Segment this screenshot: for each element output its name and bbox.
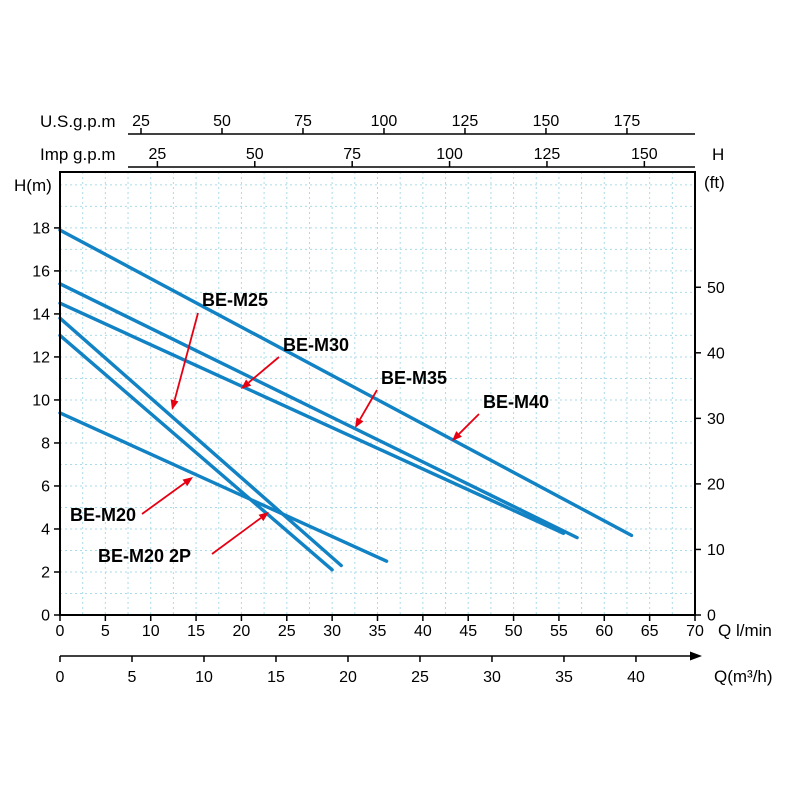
axis-imp-gpm: Imp g.p.m 25 50 75 100 125 150 xyxy=(40,145,695,168)
tick-label-us-gpm: 100 xyxy=(371,113,398,130)
curve-label-be-m30: BE-M30 xyxy=(283,335,349,355)
annotation-arrow-head-be-m20-2p xyxy=(258,512,269,522)
tick-label-h-m: 8 xyxy=(41,435,50,452)
axis-label-q-lmin: Q l/min xyxy=(718,621,772,640)
tick-label-q-lmin: 10 xyxy=(142,623,160,640)
axis-q-m3h: 0 5 10 15 20 25 30 35 40 Q(m³/h) xyxy=(56,651,773,686)
tick-label-h-ft: 30 xyxy=(707,411,725,428)
tick-label-q-m3h: 10 xyxy=(195,669,213,686)
axis-label-h-ft-top: H xyxy=(712,145,724,164)
tick-label-q-m3h: 40 xyxy=(627,669,645,686)
curve-be-m25 xyxy=(58,316,343,568)
tick-label-q-m3h: 20 xyxy=(339,669,357,686)
annotation-arrow-line-be-m35 xyxy=(359,389,378,420)
axis-label-us-gpm: U.S.g.p.m xyxy=(40,112,116,131)
curve-be-m40 xyxy=(58,228,634,538)
tick-label-us-gpm: 25 xyxy=(132,113,150,130)
axis-label-q-m3h: Q(m³/h) xyxy=(714,667,773,686)
tick-label-q-lmin: 70 xyxy=(686,623,704,640)
annotation-arrow-head-be-m20 xyxy=(182,477,193,487)
axis-label-imp-gpm: Imp g.p.m xyxy=(40,145,116,164)
tick-label-q-lmin: 45 xyxy=(459,623,477,640)
tick-label-imp-gpm: 100 xyxy=(436,146,463,163)
tick-label-q-m3h: 35 xyxy=(555,669,573,686)
curve-be-m20-2p xyxy=(58,333,334,572)
curve-label-be-m20-2p: BE-M20 2P xyxy=(98,546,191,566)
tick-label-h-m: 10 xyxy=(32,392,50,409)
tick-label-h-ft: 0 xyxy=(707,608,716,625)
curve-label-be-m35: BE-M35 xyxy=(381,368,447,388)
tick-label-q-lmin: 5 xyxy=(101,623,110,640)
tick-label-q-lmin: 40 xyxy=(414,623,432,640)
tick-label-h-ft: 40 xyxy=(707,345,725,362)
curve-label-be-m25: BE-M25 xyxy=(202,290,268,310)
tick-label-q-m3h: 30 xyxy=(483,669,501,686)
tick-label-h-m: 14 xyxy=(32,306,50,323)
annotation-arrow-head-be-m25 xyxy=(170,399,179,410)
tick-label-h-m: 2 xyxy=(41,564,50,581)
tick-label-q-lmin: 25 xyxy=(278,623,296,640)
annotation-arrow-head-be-m40 xyxy=(452,431,462,441)
tick-label-q-lmin: 20 xyxy=(233,623,251,640)
tick-label-h-m: 18 xyxy=(32,220,50,237)
tick-label-q-m3h: 15 xyxy=(267,669,285,686)
tick-label-imp-gpm: 25 xyxy=(148,146,166,163)
tick-label-q-lmin: 65 xyxy=(641,623,659,640)
annotation-arrow-head-be-m35 xyxy=(355,417,364,428)
axis-h-m: H(m) 0 2 4 6 8 10 12 14 16 18 xyxy=(14,176,60,625)
annotation-arrow-line-be-m20-2p xyxy=(211,517,262,555)
tick-label-h-m: 12 xyxy=(32,349,50,366)
curve-label-be-m20: BE-M20 xyxy=(70,505,136,525)
annotation-arrow-head-be-m30 xyxy=(241,379,252,389)
axis-arrow-q-m3h xyxy=(690,651,702,661)
tick-label-h-m: 0 xyxy=(41,608,50,625)
tick-label-imp-gpm: 150 xyxy=(631,146,658,163)
tick-label-q-m3h: 5 xyxy=(128,669,137,686)
tick-label-imp-gpm: 75 xyxy=(343,146,361,163)
tick-label-q-lmin: 15 xyxy=(187,623,205,640)
pump-curves xyxy=(58,228,634,572)
tick-label-q-lmin: 55 xyxy=(550,623,568,640)
axis-h-ft: H (ft) 0 10 20 30 40 50 xyxy=(695,145,725,625)
tick-label-h-ft: 50 xyxy=(707,280,725,297)
tick-label-q-m3h: 25 xyxy=(411,669,429,686)
curve-annotations: BE-M25 BE-M30 BE-M35 BE-M40 BE-M20 BE-M20 2P xyxy=(70,290,549,566)
annotation-arrow-line-be-m40 xyxy=(458,413,480,435)
tick-label-q-lmin: 30 xyxy=(323,623,341,640)
tick-label-h-ft: 10 xyxy=(707,542,725,559)
tick-label-q-lmin: 50 xyxy=(505,623,523,640)
axis-q-lmin: 0 5 10 15 20 25 30 35 40 45 50 55 60 65 70 Q l/min xyxy=(56,615,772,640)
annotation-arrow-line-be-m20 xyxy=(141,482,186,515)
tick-label-imp-gpm: 125 xyxy=(534,146,561,163)
tick-label-h-m: 6 xyxy=(41,478,50,495)
tick-label-q-lmin: 60 xyxy=(595,623,613,640)
tick-label-us-gpm: 125 xyxy=(452,113,479,130)
axis-us-gpm: U.S.g.p.m 25 50 75 100 125 150 175 xyxy=(40,112,695,135)
tick-label-us-gpm: 150 xyxy=(533,113,560,130)
annotation-arrow-line-be-m30 xyxy=(248,356,280,384)
tick-label-h-m: 4 xyxy=(41,521,50,538)
curve-be-m20 xyxy=(58,411,389,563)
tick-label-h-ft: 20 xyxy=(707,476,725,493)
tick-label-h-m: 16 xyxy=(32,263,50,280)
tick-label-us-gpm: 50 xyxy=(213,113,231,130)
tick-label-imp-gpm: 50 xyxy=(246,146,264,163)
axis-label-h-m: H(m) xyxy=(14,176,52,195)
curve-be-m30 xyxy=(58,301,566,535)
tick-label-us-gpm: 75 xyxy=(294,113,312,130)
tick-label-q-m3h: 0 xyxy=(56,669,65,686)
tick-label-q-lmin: 0 xyxy=(56,623,65,640)
curve-label-be-m40: BE-M40 xyxy=(483,392,549,412)
curve-be-m35 xyxy=(58,282,579,540)
tick-label-q-lmin: 35 xyxy=(369,623,387,640)
annotation-arrow-line-be-m25 xyxy=(173,312,199,401)
grid xyxy=(60,172,695,615)
tick-label-us-gpm: 175 xyxy=(614,113,641,130)
axis-label-h-ft-bottom: (ft) xyxy=(704,173,725,192)
